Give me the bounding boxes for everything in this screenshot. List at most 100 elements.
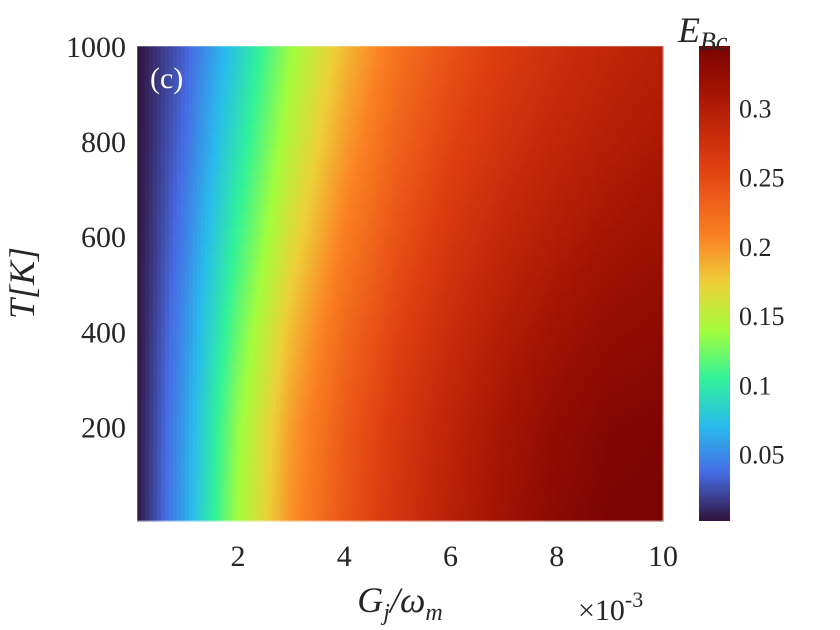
heatmap-cell <box>475 101 481 110</box>
heatmap-cell <box>427 148 433 158</box>
heatmap-cell <box>324 69 329 79</box>
heatmap-cell <box>284 196 290 205</box>
heatmap-cell <box>559 141 564 150</box>
heatmap-cell <box>260 283 266 293</box>
heatmap-cell <box>168 188 174 198</box>
heatmap-cell <box>655 53 660 63</box>
heatmap-cell <box>623 117 628 126</box>
heatmap-cell <box>519 204 525 213</box>
heatmap-cell <box>495 101 501 110</box>
heatmap-cell <box>423 156 429 166</box>
heatmap-cell <box>587 275 592 285</box>
heatmap-cell <box>563 259 568 269</box>
heatmap-cell <box>324 220 329 229</box>
heatmap-cell <box>535 251 541 261</box>
heatmap-cell <box>583 291 588 300</box>
heatmap-cell <box>232 141 238 150</box>
heatmap-cell <box>384 188 389 198</box>
heatmap-cell <box>435 101 441 110</box>
heatmap-cell <box>172 61 178 71</box>
heatmap-cell <box>320 46 325 55</box>
heatmap-cell <box>144 243 150 253</box>
heatmap-cell <box>555 101 560 110</box>
heatmap-cell <box>176 125 182 134</box>
heatmap-cell <box>407 164 413 174</box>
heatmap-cell <box>364 156 369 166</box>
heatmap-cell <box>300 267 305 277</box>
heatmap-cell <box>252 117 258 126</box>
heatmap-cell <box>643 228 648 237</box>
heatmap-cell <box>172 69 178 79</box>
heatmap-cell <box>160 220 166 229</box>
heatmap-cell <box>284 331 290 340</box>
heatmap-cell <box>368 69 373 79</box>
heatmap-cell <box>439 172 445 182</box>
heatmap-cell <box>268 259 274 269</box>
heatmap-cell <box>539 196 545 205</box>
heatmap-cell <box>308 69 313 79</box>
heatmap-cell <box>332 259 337 269</box>
heatmap-cell <box>443 141 449 150</box>
heatmap-cell <box>591 299 596 308</box>
heatmap-cell <box>332 180 337 190</box>
heatmap-cell <box>180 228 186 237</box>
heatmap-cell <box>212 180 218 190</box>
heatmap-cell <box>523 188 529 198</box>
heatmap-cell <box>180 259 186 269</box>
heatmap-cell <box>571 338 576 348</box>
heatmap-cell <box>328 117 333 126</box>
heatmap-cell <box>200 228 206 237</box>
heatmap-cell <box>392 85 397 95</box>
heatmap-cell <box>396 77 401 87</box>
heatmap-cell <box>180 77 186 87</box>
heatmap-cell <box>308 307 313 316</box>
heatmap-cell <box>256 61 262 71</box>
heatmap-cell <box>503 291 509 300</box>
heatmap-cell <box>559 101 564 110</box>
heatmap-cell <box>423 228 429 237</box>
heatmap-cell <box>451 291 457 300</box>
heatmap-cell <box>439 156 445 166</box>
heatmap-cell <box>503 315 509 324</box>
heatmap-cell <box>272 148 278 158</box>
heatmap-cell <box>256 212 262 221</box>
heatmap-cell <box>392 228 397 237</box>
heatmap-cell <box>507 299 513 308</box>
heatmap-cell <box>659 307 664 316</box>
heatmap-cell <box>176 220 182 229</box>
heatmap-cell <box>340 259 345 269</box>
heatmap-cell <box>551 109 556 118</box>
heatmap-cell <box>268 164 274 174</box>
heatmap-cell <box>479 243 485 253</box>
heatmap-cell <box>619 117 624 126</box>
heatmap-cell <box>431 259 437 269</box>
heatmap-cell <box>208 156 214 166</box>
heatmap-cell <box>288 117 293 126</box>
heatmap-cell <box>148 283 154 293</box>
heatmap-cell <box>252 85 258 95</box>
heatmap-cell <box>483 61 489 71</box>
heatmap-cell <box>300 259 305 269</box>
heatmap-cell <box>591 251 596 261</box>
heatmap-cell <box>396 188 401 198</box>
heatmap-cell <box>372 117 377 126</box>
heatmap-cell <box>479 275 485 285</box>
heatmap-cell <box>415 53 421 63</box>
heatmap-cell <box>635 93 640 103</box>
heatmap-cell <box>467 101 473 110</box>
heatmap-cell <box>655 323 660 332</box>
heatmap-cell <box>388 188 393 198</box>
heatmap-cell <box>567 212 572 221</box>
heatmap-cell <box>340 93 345 103</box>
heatmap-cell <box>296 164 301 174</box>
heatmap-cell <box>439 307 445 316</box>
heatmap-cell <box>160 251 166 261</box>
heatmap-cell <box>563 93 568 103</box>
heatmap-cell <box>236 291 242 300</box>
heatmap-cell <box>595 141 600 150</box>
heatmap-cell <box>280 117 286 126</box>
heatmap-cell <box>372 141 377 150</box>
heatmap-cell <box>400 172 405 182</box>
heatmap-cell <box>224 283 230 293</box>
heatmap-cell <box>519 85 525 95</box>
